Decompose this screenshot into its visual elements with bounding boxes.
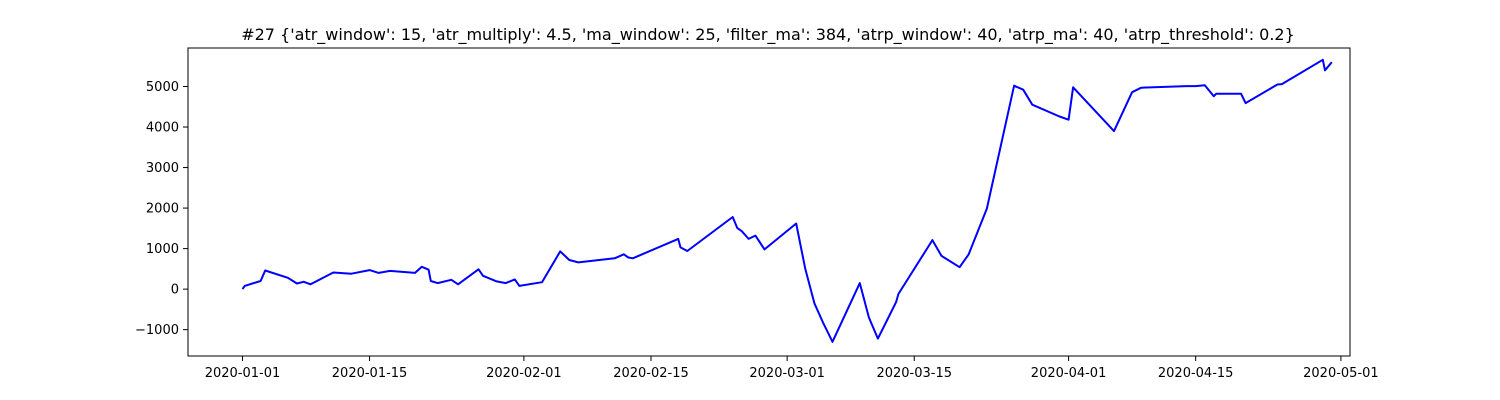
x-tick-label: 2020-02-15 [613, 366, 689, 381]
y-tick-label: −1000 [135, 323, 179, 338]
plot-frame [187, 47, 1351, 357]
y-tick-label: 1000 [146, 242, 179, 257]
chart-title: #27 {'atr_window': 15, 'atr_multiply': 4… [241, 25, 1295, 45]
x-tick-label: 2020-02-01 [486, 366, 562, 381]
x-tick-label: 2020-04-01 [1031, 366, 1107, 381]
y-tick-label: 3000 [146, 161, 179, 176]
y-tick-label: 0 [171, 283, 179, 298]
y-tick-label: 4000 [146, 121, 179, 136]
y-tick-label: 2000 [146, 202, 179, 217]
x-tick-label: 2020-03-01 [749, 366, 825, 381]
x-tick-label: 2020-05-01 [1303, 366, 1379, 381]
x-tick-label: 2020-01-15 [332, 366, 408, 381]
series-line [241, 58, 1333, 343]
x-tick-label: 2020-03-15 [876, 366, 952, 381]
x-tick-label: 2020-01-01 [205, 366, 281, 381]
axes-ticks: 2020-01-01 2020-01-15 2020-02-01 2020-02-15… [135, 80, 1379, 381]
y-tick-label: 5000 [146, 80, 179, 95]
x-tick-label: 2020-04-15 [1158, 366, 1234, 381]
